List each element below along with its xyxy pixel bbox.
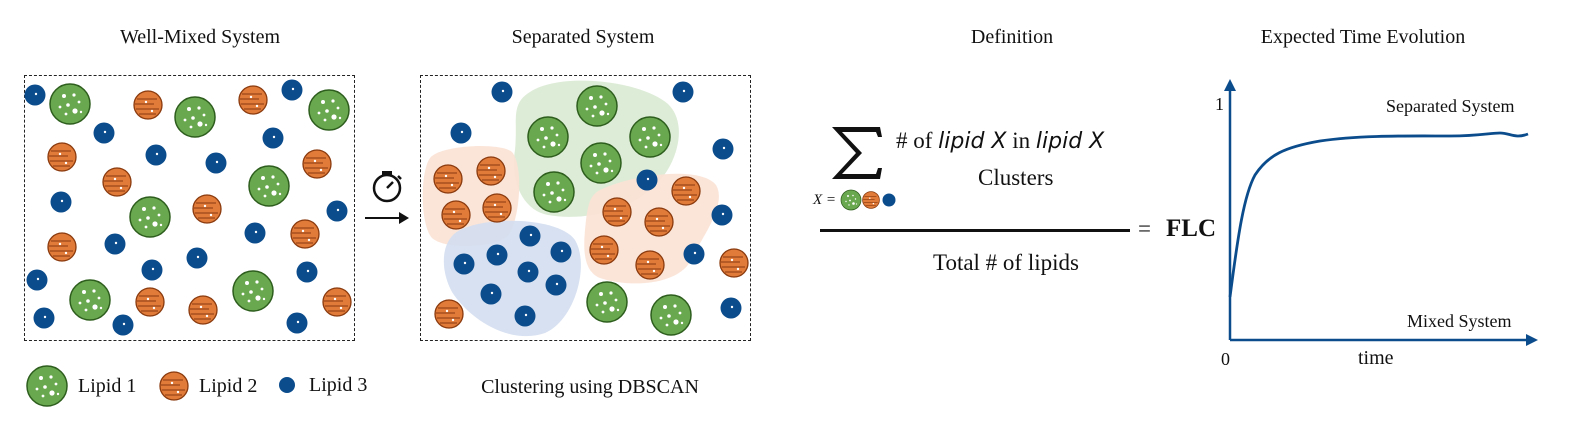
legend-lipid-2: Lipid 2 [159, 371, 257, 401]
lipid-1-particle [527, 116, 569, 158]
x-axis-arrowhead [1526, 334, 1538, 346]
well-mixed-panel [24, 75, 355, 341]
lipid-2-particle [671, 176, 701, 206]
legend-lipid-2-label: Lipid 2 [199, 374, 258, 397]
formula-in: in [1006, 128, 1036, 153]
separated-panel [420, 75, 751, 341]
formula-denominator: Total # of lipids [933, 250, 1079, 275]
stopwatch-icon [372, 171, 402, 203]
lipid-3-particle [711, 204, 733, 226]
legend-lipid-1-label: Lipid 1 [78, 374, 137, 397]
lipid-3-particle [550, 241, 572, 263]
formula-x-equals: X = [813, 191, 837, 208]
cluster-blue-region [443, 220, 581, 337]
formula-numerator: # of lipid X in lipid X [896, 128, 1104, 154]
lipid-1-particle [629, 116, 671, 158]
lipid-3-particle [486, 244, 508, 266]
formula-lipid-x-1: lipid X [938, 129, 1007, 154]
title-well-mixed: Well-Mixed System [119, 26, 281, 48]
lipid-2-particle [635, 250, 665, 280]
lipid-1-particle [580, 142, 622, 184]
formula-lipid-icons [840, 189, 896, 211]
y-axis-arrowhead [1224, 79, 1236, 91]
title-separated: Separated System [511, 26, 655, 48]
lipid-2-particle [589, 235, 619, 265]
lipid-1-particle [586, 281, 628, 323]
lipid-3-particle [636, 169, 658, 191]
fraction-bar [820, 229, 1130, 232]
x-tick-zero: 0 [1221, 349, 1230, 369]
lipid-2-particle [719, 248, 749, 278]
formula-clusters: Clusters [978, 165, 1054, 190]
lipid-3-particle [491, 81, 513, 103]
lipid-3-particle [450, 122, 472, 144]
formula-index: X = [813, 189, 900, 211]
formula-equals: = [1138, 216, 1151, 241]
lipid-3-particle [712, 138, 734, 160]
lipid-2-particle [441, 200, 471, 230]
legend-lipid-3-label: Lipid 3 [309, 373, 368, 396]
lipid-3-particle [517, 261, 539, 283]
time-evolution-plot [1224, 79, 1538, 346]
lipid-2-particle [602, 197, 632, 227]
caption-clustering: Clustering using DBSCAN [481, 376, 699, 398]
lipid-3-particle [672, 81, 694, 103]
lipid-3-particle [519, 225, 541, 247]
lipid-1-icon [26, 365, 68, 407]
formula-lipid-x-2: lipid X [1035, 129, 1105, 154]
x-axis-label: time [1358, 347, 1394, 369]
upper-curve-label: Separated System [1386, 96, 1515, 116]
lipid-3-particle [545, 274, 567, 296]
lipid-3-particle [453, 253, 475, 275]
formula-prefix: # of [896, 128, 939, 153]
lipid-2-particle [433, 164, 463, 194]
arrow-right-icon [365, 212, 409, 224]
y-tick-one: 1 [1215, 94, 1224, 114]
lipid-2-particle [644, 207, 674, 237]
lower-curve-label: Mixed System [1407, 311, 1512, 331]
lipid-2-particle [476, 156, 506, 186]
lipid-3-particle [480, 283, 502, 305]
lipid-2-icon [159, 371, 189, 401]
lipid-3-particle [514, 305, 536, 327]
lipid-1-particle [533, 171, 575, 213]
lipid-1-particle [576, 85, 618, 127]
sigma-icon [832, 127, 882, 179]
flc-curve [1228, 131, 1529, 298]
lipid-2-particle [434, 299, 464, 329]
title-definition: Definition [970, 26, 1054, 48]
legend-lipid-3: Lipid 3 [275, 373, 367, 397]
lipid-3-icon [279, 377, 295, 393]
formula-result-flc: FLC [1166, 215, 1216, 242]
lipid-1-particle [650, 294, 692, 336]
lipid-2-particle [482, 193, 512, 223]
title-time-evolution: Expected Time Evolution [1260, 26, 1466, 48]
lipid-3-particle [720, 297, 742, 319]
lipid-3-particle [683, 243, 705, 265]
legend-lipid-1: Lipid 1 [26, 365, 136, 407]
